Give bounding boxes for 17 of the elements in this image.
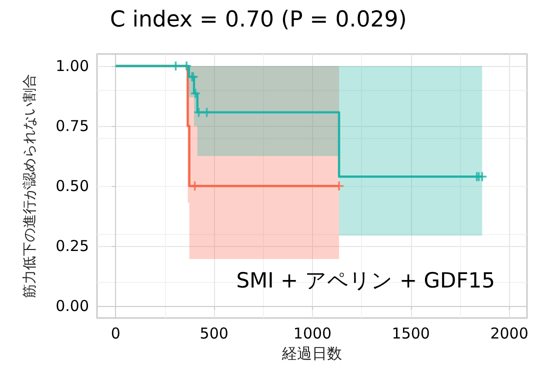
point — [193, 106, 204, 118]
point — [190, 88, 201, 99]
y-tick-label: 0.25 — [56, 237, 89, 255]
x-tick-label: 0 — [110, 324, 120, 342]
y-tick-label: 0.50 — [56, 177, 89, 195]
annotation: SMI + アペリン + GDF15 — [236, 268, 495, 292]
y-tick-label: 0.00 — [56, 297, 89, 315]
x-tick-label: 2000 — [490, 324, 528, 342]
chart-title: C index = 0.70 (P = 0.029) — [110, 8, 407, 32]
y-tick-label: 0.75 — [56, 117, 89, 135]
x-tick-label: 500 — [200, 324, 228, 342]
x-tick-label: 1500 — [392, 324, 430, 342]
y-tick-label: 1.00 — [56, 57, 89, 75]
point — [201, 106, 212, 118]
y-axis-title: 筋力低下の進行が認められない割合 — [22, 74, 38, 298]
x-axis-title: 経過日数 — [281, 344, 342, 362]
x-tick-label: 1000 — [293, 324, 332, 342]
